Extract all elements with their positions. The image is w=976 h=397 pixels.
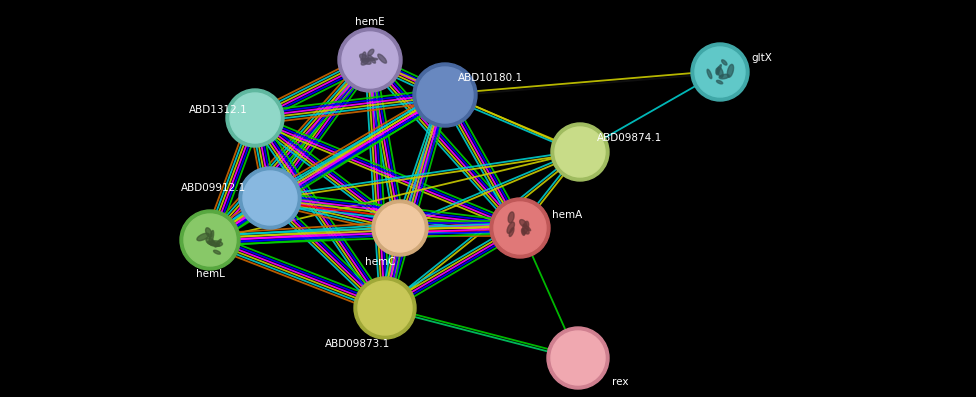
Ellipse shape — [521, 229, 525, 235]
Ellipse shape — [197, 233, 209, 241]
Ellipse shape — [215, 239, 222, 247]
Circle shape — [184, 214, 236, 266]
Circle shape — [338, 28, 402, 92]
Ellipse shape — [716, 80, 722, 84]
Circle shape — [494, 202, 546, 254]
Circle shape — [555, 127, 605, 177]
Ellipse shape — [508, 222, 514, 233]
Ellipse shape — [707, 69, 712, 79]
Ellipse shape — [368, 49, 374, 56]
Circle shape — [358, 281, 412, 335]
Ellipse shape — [508, 212, 514, 223]
Circle shape — [547, 327, 609, 389]
Circle shape — [413, 63, 477, 127]
Ellipse shape — [210, 241, 223, 247]
Ellipse shape — [209, 231, 214, 244]
Ellipse shape — [715, 68, 719, 75]
Circle shape — [372, 200, 428, 256]
Ellipse shape — [361, 59, 371, 64]
Ellipse shape — [206, 238, 215, 245]
Ellipse shape — [509, 227, 514, 237]
Text: hemC: hemC — [365, 257, 395, 267]
Ellipse shape — [727, 64, 734, 77]
Text: ABD09873.1: ABD09873.1 — [325, 339, 390, 349]
Circle shape — [180, 210, 240, 270]
Circle shape — [243, 171, 297, 225]
Ellipse shape — [716, 65, 721, 74]
Circle shape — [376, 204, 424, 252]
Circle shape — [226, 89, 284, 147]
Ellipse shape — [721, 60, 727, 65]
Circle shape — [691, 43, 749, 101]
Ellipse shape — [362, 52, 366, 61]
Ellipse shape — [717, 67, 723, 77]
Ellipse shape — [368, 55, 376, 63]
Text: ABD09874.1: ABD09874.1 — [597, 133, 663, 143]
Ellipse shape — [523, 224, 531, 231]
Ellipse shape — [719, 74, 729, 79]
Ellipse shape — [519, 220, 527, 227]
Text: hemA: hemA — [551, 210, 582, 220]
Text: hemE: hemE — [355, 17, 385, 27]
Circle shape — [551, 331, 605, 385]
Ellipse shape — [206, 228, 212, 237]
Ellipse shape — [523, 228, 529, 234]
Text: ABD1312.1: ABD1312.1 — [188, 105, 247, 115]
Text: rex: rex — [612, 377, 629, 387]
Circle shape — [342, 32, 398, 88]
Ellipse shape — [214, 250, 221, 254]
Circle shape — [354, 277, 416, 339]
Text: gltX: gltX — [752, 53, 772, 63]
Text: ABD10180.1: ABD10180.1 — [458, 73, 522, 83]
Circle shape — [417, 67, 473, 123]
Ellipse shape — [365, 58, 378, 60]
Ellipse shape — [378, 54, 386, 63]
Text: ABD09912.1: ABD09912.1 — [182, 183, 247, 193]
Circle shape — [551, 123, 609, 181]
Circle shape — [490, 198, 550, 258]
Circle shape — [230, 93, 280, 143]
Text: hemL: hemL — [195, 269, 224, 279]
Ellipse shape — [361, 59, 369, 65]
Ellipse shape — [522, 221, 529, 234]
Circle shape — [695, 47, 745, 97]
Circle shape — [239, 167, 301, 229]
Ellipse shape — [207, 241, 220, 246]
Ellipse shape — [359, 54, 369, 62]
